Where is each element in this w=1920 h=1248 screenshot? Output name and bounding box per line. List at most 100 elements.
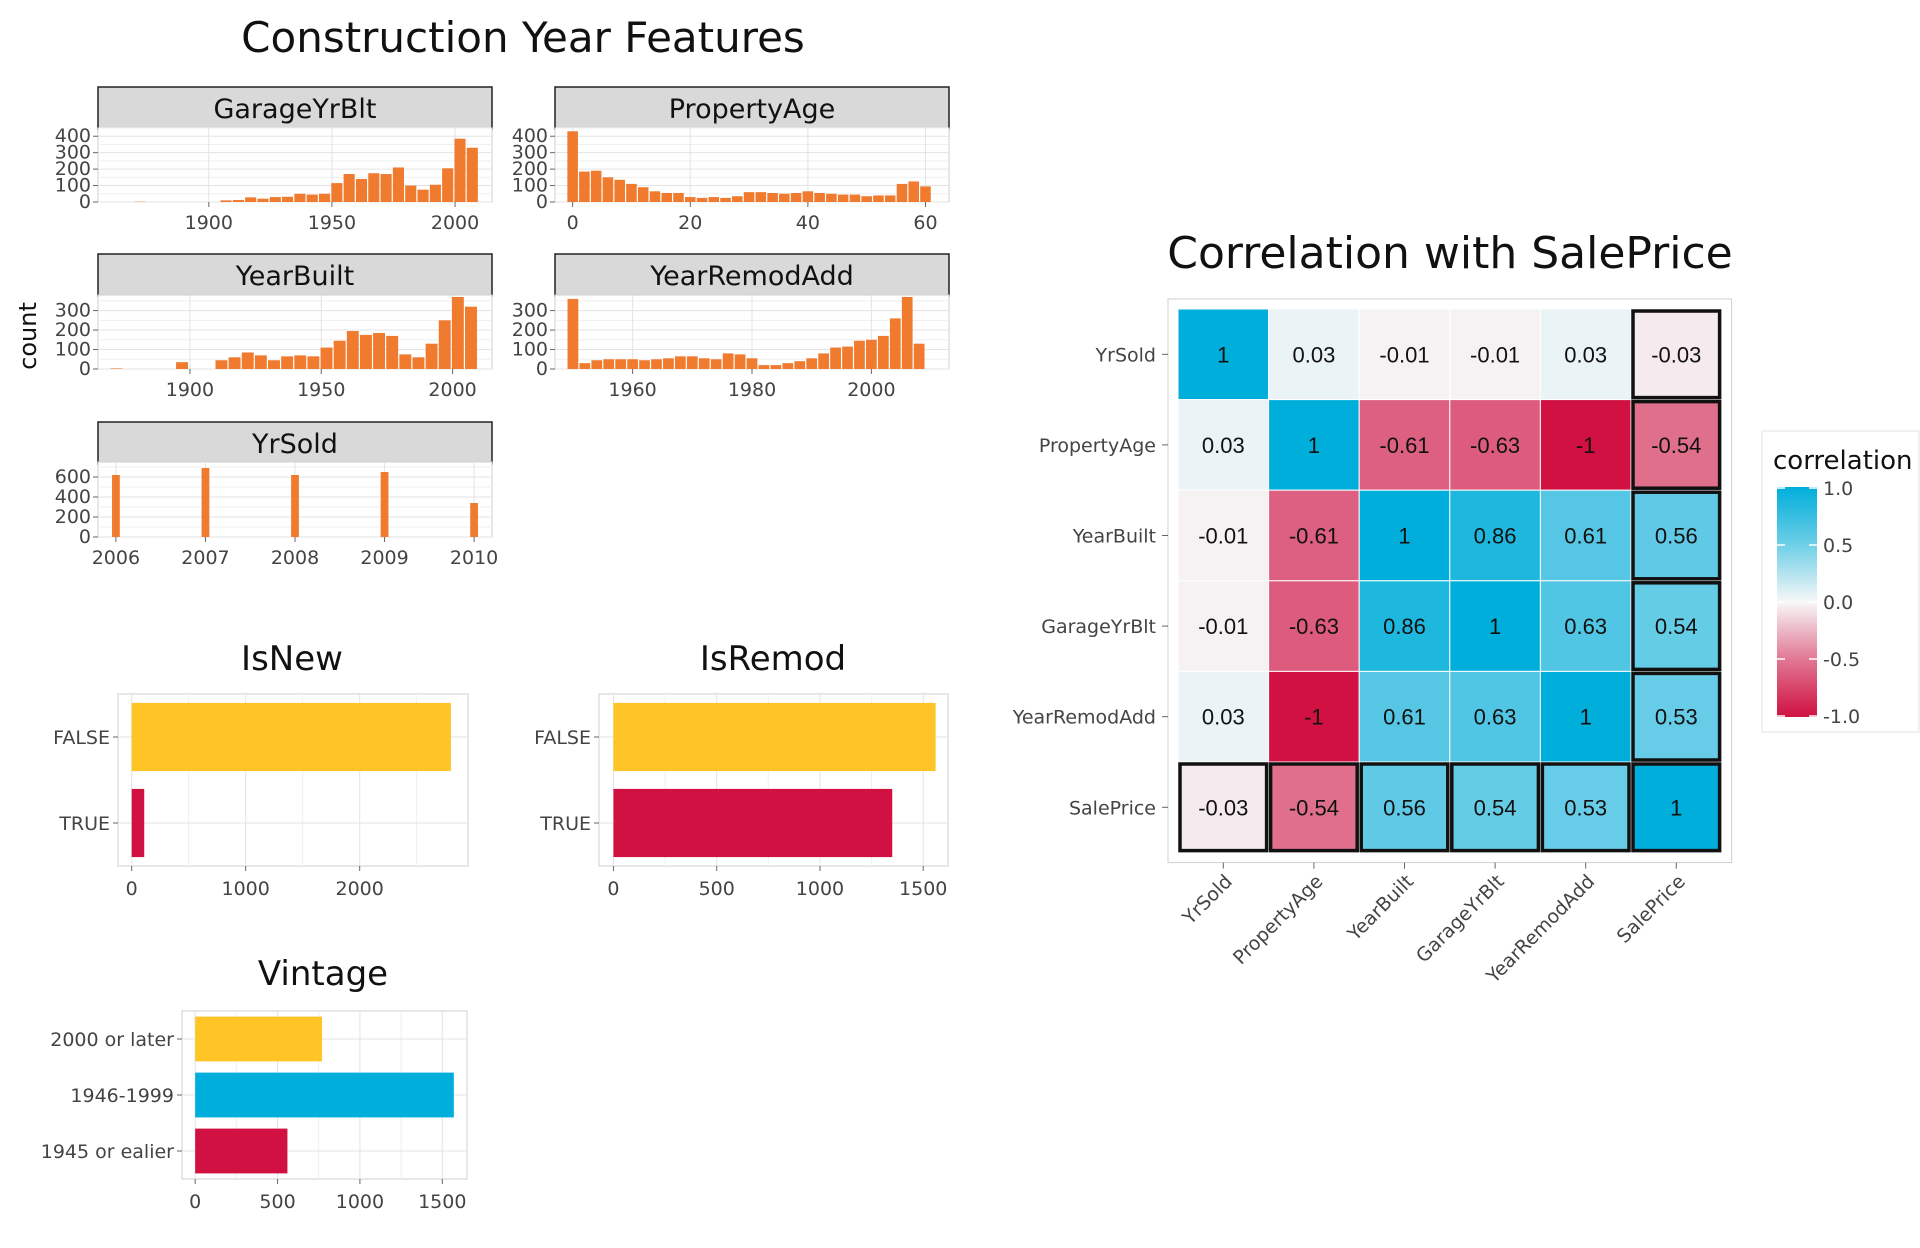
cell-value-label: 0.54 xyxy=(1655,614,1698,639)
category-label: 1946-1999 xyxy=(70,1085,174,1107)
histogram-bar xyxy=(734,354,746,369)
cell-value-label: -0.63 xyxy=(1470,433,1520,458)
x-tick-label: 2008 xyxy=(271,547,319,569)
legend-tick-label: -0.5 xyxy=(1823,649,1860,671)
column-label: PropertyAge xyxy=(1229,871,1327,969)
histogram-bar xyxy=(637,187,649,202)
heatmap-cell xyxy=(1177,489,1270,582)
heatmap-cell xyxy=(1630,580,1723,672)
histogram-bar xyxy=(567,298,579,369)
histogram-bar xyxy=(814,192,825,202)
heatmap-cell xyxy=(1449,580,1541,672)
histogram-bar xyxy=(794,361,806,369)
cell-value-label: -0.54 xyxy=(1289,795,1339,820)
histogram-bar xyxy=(837,194,849,202)
histogram-bar xyxy=(614,179,625,202)
highlight-outline xyxy=(1178,762,1269,853)
heatmap-cell xyxy=(1539,399,1632,491)
chart-title: IsNew xyxy=(241,639,343,679)
chart-vintage: Vintage 2000 or later 1946-1999 1945 or eal… xyxy=(41,954,468,1213)
chart-correlation: Correlation with SalePrice 1 0.03 -0.01 -0.0… xyxy=(1012,228,1920,988)
histogram-bar xyxy=(282,196,294,202)
heatmap-cell xyxy=(1449,308,1541,401)
cell-value-label: 1 xyxy=(1670,795,1682,820)
facet-strip-label: YrSold xyxy=(251,429,338,460)
histogram-bar xyxy=(790,192,802,202)
cell-value-label: -0.03 xyxy=(1651,342,1701,367)
chart-title: Vintage xyxy=(258,954,388,994)
histogram-bar xyxy=(579,171,590,202)
histogram-bar xyxy=(245,197,257,202)
histogram-bar xyxy=(746,358,758,369)
cell-value-label: 0.03 xyxy=(1202,705,1245,730)
histogram-bar xyxy=(818,353,830,369)
histogram-bar xyxy=(318,193,331,202)
histogram-bar xyxy=(110,368,123,369)
cell-value-label: 0.86 xyxy=(1383,614,1426,639)
y-tick-label: 100 xyxy=(512,175,548,197)
x-tick-label: 0 xyxy=(189,1191,201,1213)
heatmap-cell xyxy=(1539,308,1632,401)
x-tick-label: 1000 xyxy=(336,1191,384,1213)
heatmap-cell xyxy=(1268,489,1360,582)
histogram-bar xyxy=(380,174,392,202)
legend-tick-label: -1.0 xyxy=(1823,706,1860,728)
cell-value-label: 0.61 xyxy=(1564,524,1607,549)
histogram-bar xyxy=(686,356,698,369)
cell-value-label: 0.86 xyxy=(1474,524,1517,549)
histogram-bar xyxy=(889,318,901,369)
cell-value-label: 0.03 xyxy=(1202,433,1245,458)
y-tick-label: 200 xyxy=(512,319,548,341)
y-tick-label: 400 xyxy=(55,486,91,508)
histogram-bar xyxy=(779,193,790,202)
x-tick-label: 2000 xyxy=(431,212,479,234)
y-tick-label: 400 xyxy=(512,125,548,147)
y-tick-label: 200 xyxy=(55,319,91,341)
histogram-bar xyxy=(873,195,884,202)
heatmap-cell xyxy=(1449,761,1541,854)
y-tick-label: 200 xyxy=(512,158,548,180)
histogram-bar xyxy=(649,191,661,202)
facet-strip xyxy=(97,86,493,130)
cell-value-label: -0.01 xyxy=(1198,524,1248,549)
histogram-bar xyxy=(913,343,925,369)
highlight-outline xyxy=(1540,762,1631,853)
histogram-bar xyxy=(425,343,438,369)
highlight-outline xyxy=(1450,762,1541,853)
bar xyxy=(195,1128,288,1174)
heatmap-cell xyxy=(1268,670,1360,763)
heatmap-cell xyxy=(1449,670,1541,763)
y-tick-label: 300 xyxy=(55,142,91,164)
histogram-bar xyxy=(674,356,686,369)
heatmap-cell xyxy=(1358,489,1451,582)
histogram-bar xyxy=(232,200,244,202)
histogram-bar xyxy=(877,335,889,369)
histogram-bar xyxy=(849,194,861,202)
histogram-bar xyxy=(380,472,389,537)
heatmap-cell xyxy=(1268,399,1360,491)
histogram-bar xyxy=(861,196,872,202)
histogram-bar xyxy=(412,357,425,369)
histogram-bar xyxy=(720,197,731,202)
cell-value-label: -0.61 xyxy=(1289,524,1339,549)
x-tick-label: 1960 xyxy=(608,379,656,401)
histogram-bar xyxy=(802,191,814,202)
column-label: GarageYrBlt xyxy=(1412,871,1509,968)
bar xyxy=(613,788,893,858)
histogram-bar xyxy=(615,359,627,369)
heatmap-cell xyxy=(1358,308,1451,401)
x-tick-label: 1000 xyxy=(796,878,844,900)
heatmap-cell xyxy=(1358,761,1451,854)
column-label: SalePrice xyxy=(1613,871,1690,948)
x-tick-label: 1980 xyxy=(728,379,776,401)
histogram-bar xyxy=(294,355,307,369)
cell-value-label: -0.01 xyxy=(1470,342,1520,367)
histogram-bar xyxy=(112,475,120,537)
y-tick-label: 300 xyxy=(512,142,548,164)
histogram-bar xyxy=(590,170,602,202)
category-label: 2000 or later xyxy=(50,1029,174,1051)
facet-strip xyxy=(97,421,493,465)
y-tick-label: 0 xyxy=(536,191,548,213)
cell-value-label: 0.56 xyxy=(1383,795,1426,820)
category-label: 1945 or ealier xyxy=(41,1141,174,1163)
